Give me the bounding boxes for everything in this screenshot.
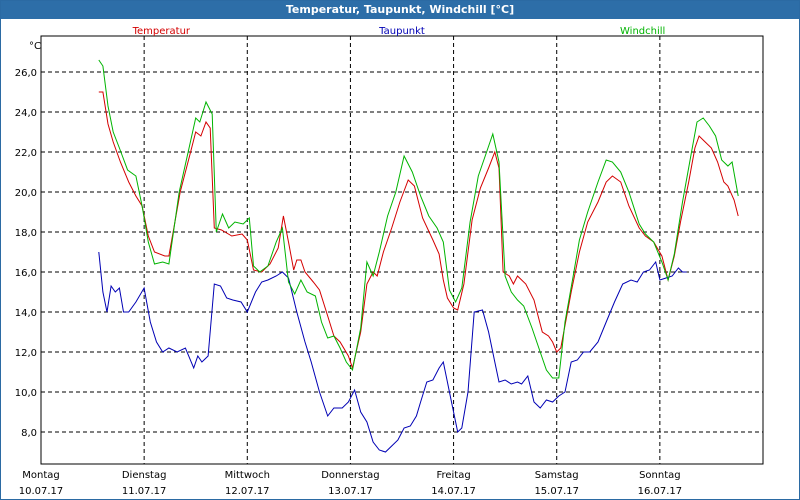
y-tick-label: 12,0 [15,348,37,359]
y-tick-label: 10,0 [15,388,37,399]
y-tick-label: 22,0 [15,148,37,159]
y-tick-label: 8,0 [21,428,37,439]
x-day-label: Montag [22,470,59,481]
x-day-label: Donnerstag [321,470,379,481]
legend-label-windchill: Windchill [620,26,665,37]
series-line-taupunkt [98,251,687,453]
y-tick-label: 18,0 [15,228,37,239]
legend: Temperatur Taupunkt Windchill [132,26,666,37]
x-date-label: 12.07.17 [225,486,270,497]
x-day-label: Samstag [535,470,579,481]
x-date-label: 16.07.17 [638,486,683,497]
y-tick-label: 14,0 [15,308,37,319]
x-date-label: 14.07.17 [431,486,476,497]
y-axis-unit: °C [29,41,41,52]
x-date-label: 13.07.17 [328,486,373,497]
legend-label-taupunkt: Taupunkt [378,26,425,37]
y-tick-label: 16,0 [15,268,37,279]
x-date-label: 11.07.17 [122,486,167,497]
y-tick-label: 26,0 [15,68,37,79]
series-line-temperatur [98,91,739,370]
x-date-label: 15.07.17 [534,486,579,497]
x-date-label: 10.07.17 [19,486,64,497]
y-tick-label: 24,0 [15,108,37,119]
x-day-label: Mittwoch [225,470,270,481]
x-day-label: Dienstag [122,470,167,481]
x-day-label: Sonntag [639,470,681,481]
x-axis: Montag 10.07.17 Dienstag 11.07.17 Mittwoch 12… [19,470,682,497]
series-lines [98,59,739,453]
legend-label-temperatur: Temperatur [132,26,191,37]
y-tick-label: 20,0 [15,188,37,199]
y-axis: °C 8,0 10,0 12,0 14,0 16,0 18,0 20,0 22,0 24,0 26… [15,41,41,439]
grid-lines [41,36,763,464]
series-line-windchill [98,59,739,379]
plot-area [40,35,764,465]
x-day-label: Freitag [436,470,470,481]
window-title: Temperatur, Taupunkt, Windchill [°C] [1,1,799,19]
